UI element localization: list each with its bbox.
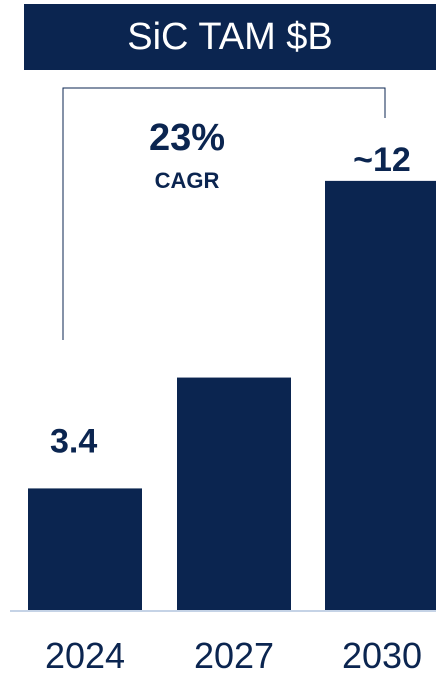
x-tick-label-2030: 2030 — [342, 635, 422, 676]
data-label-2024: 3.4 — [50, 422, 97, 460]
x-tick-label-2027: 2027 — [194, 635, 274, 676]
cagr-value: 23% — [149, 117, 225, 159]
bar-2024 — [28, 488, 142, 610]
cagr-label: CAGR — [155, 168, 220, 193]
data-label-2030: ~12 — [353, 141, 411, 179]
x-tick-label-2024: 2024 — [45, 635, 125, 676]
bar-2027 — [177, 377, 291, 610]
bars-group — [28, 180, 436, 610]
data-labels-group: 3.4 ~12 — [50, 141, 411, 461]
cagr-bracket — [62, 87, 386, 340]
x-tick-labels-group: 2024 2027 2030 — [45, 635, 422, 676]
chart-title: SiC TAM $B — [24, 4, 436, 70]
bar-2030 — [325, 180, 436, 610]
